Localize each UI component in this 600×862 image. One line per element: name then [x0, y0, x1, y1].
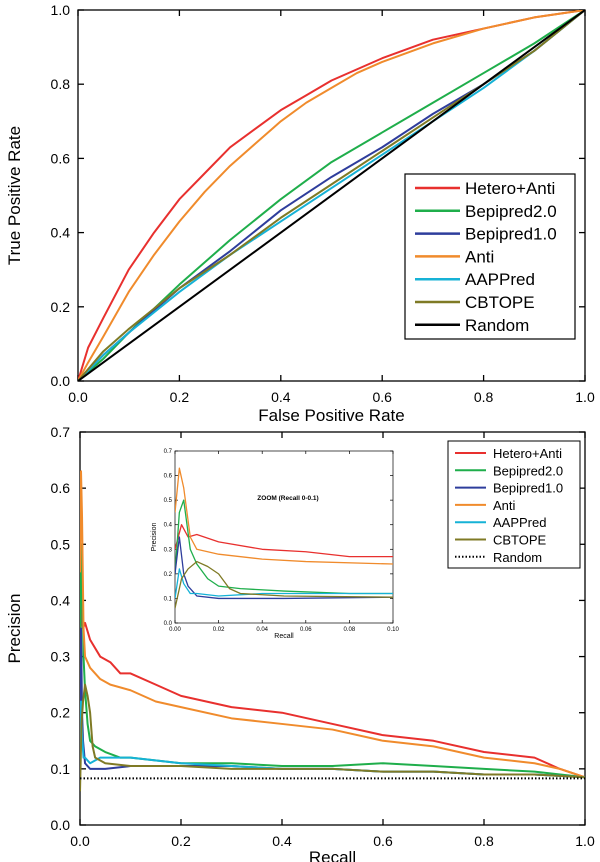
inset-y-tick-label: 0.4	[164, 523, 173, 529]
pr-legend-label: CBTOPE	[493, 533, 547, 548]
inset-y-tick-label: 0.1	[164, 596, 173, 602]
pr-legend-label: Bepipred2.0	[493, 463, 563, 478]
roc-legend-label: AAPPred	[465, 270, 535, 289]
roc-x-tick-label: 0.4	[271, 389, 291, 405]
pr-inset-zoom-chart: 0.00 0.02 0.04 0.06 0.08 0.10 0.0 0.1 0.2 0.3 0.4 0…	[150, 449, 400, 640]
roc-chart: 0.0 0.2 0.4 0.6 0.8 1.0 0.0 0.2 0.4 0.6 0.8 1.0 Fals…	[5, 2, 595, 425]
roc-y-tick-label: 0.6	[51, 150, 71, 166]
inset-series-group	[175, 467, 393, 609]
roc-series-group	[78, 10, 585, 381]
pr-y-tick-label: 0.5	[51, 536, 71, 552]
pr-inset-background	[150, 449, 400, 639]
inset-x-tick-label: 0.04	[256, 627, 268, 633]
inset-x-tick-label: 0.00	[169, 627, 181, 633]
pr-y-tick-label: 0.0	[51, 817, 71, 833]
pr-series-cbtope	[80, 683, 585, 792]
pr-series-hetero-anti	[80, 599, 585, 779]
inset-x-axis-label: Recall	[274, 633, 294, 640]
roc-series-aappred	[78, 10, 585, 381]
inset-x-tick-label: 0.06	[300, 627, 312, 633]
roc-x-axis-label: False Positive Rate	[258, 406, 404, 425]
pr-legend-label: Anti	[493, 498, 516, 513]
roc-y-tick-label: 0.0	[51, 373, 71, 389]
roc-series-random	[78, 10, 585, 381]
pr-y-tick-label: 0.7	[51, 424, 71, 440]
roc-y-tick-label: 1.0	[51, 2, 71, 18]
roc-y-tick-label: 0.4	[51, 225, 71, 241]
roc-series-anti	[78, 10, 585, 381]
roc-legend-label: Bepipred1.0	[465, 225, 557, 244]
roc-y-axis-label: True Positive Rate	[5, 126, 24, 265]
pr-legend-label: Bepipred1.0	[493, 481, 563, 496]
roc-plot-frame	[77, 9, 586, 382]
pr-series-group	[80, 470, 585, 792]
pr-x-tick-label: 0.0	[70, 833, 90, 849]
roc-x-tick-label: 0.2	[170, 389, 190, 405]
roc-legend-label: Random	[465, 316, 529, 335]
inset-series-aappred	[175, 568, 393, 599]
inset-y-tick-label: 0.6	[164, 474, 173, 480]
roc-x-tick-label: 0.6	[372, 389, 392, 405]
pr-y-tick-label: 0.6	[51, 480, 71, 496]
inset-y-tick-label: 0.5	[164, 498, 173, 504]
inset-y-tick-label: 0.2	[164, 572, 173, 578]
roc-series-hetero-anti	[78, 10, 585, 381]
pr-x-tick-label: 0.8	[474, 833, 494, 849]
inset-y-tick-label: 0.7	[164, 449, 173, 455]
inset-y-tick-label: 0.3	[164, 547, 173, 553]
roc-legend-label: CBTOPE	[465, 293, 535, 312]
pr-y-axis-label: Precision	[5, 594, 24, 664]
pr-legend-label: Hetero+Anti	[493, 446, 562, 461]
inset-y-axis-label: Precision	[151, 523, 158, 552]
inset-series-hetero-anti	[175, 524, 393, 558]
inset-x-tick-label: 0.08	[344, 627, 356, 633]
pr-legend-label: AAPPred	[493, 515, 546, 530]
pr-y-tick-label: 0.3	[51, 649, 71, 665]
pr-y-tick-label: 0.2	[51, 705, 71, 721]
roc-legend-label: Bepipred2.0	[465, 202, 557, 221]
inset-y-tick-label: 0.0	[164, 621, 173, 627]
roc-x-tick-label: 0.0	[68, 389, 88, 405]
pr-y-tick-label: 0.4	[51, 592, 71, 608]
inset-series-bepipred1-0	[175, 536, 393, 600]
inset-series-cbtope	[175, 560, 393, 609]
inset-series-anti	[175, 467, 393, 565]
pr-x-axis-label: Recall	[309, 848, 356, 862]
roc-y-tick-label: 0.2	[51, 299, 71, 315]
pr-series-anti	[80, 470, 585, 779]
inset-zoom-title: ZOOM (Recall 0-0.1)	[257, 495, 318, 502]
roc-x-tick-label: 1.0	[575, 389, 595, 405]
precision-recall-chart: 0.0 0.2 0.4 0.6 0.8 1.00.00.10.20.30.40.50.60…	[5, 424, 595, 862]
pr-x-tick-label: 1.0	[575, 833, 595, 849]
roc-x-tick-label: 0.8	[474, 389, 494, 405]
inset-plot-frame	[174, 450, 394, 624]
pr-legend-label: Random	[493, 550, 542, 565]
pr-x-tick-label: 0.6	[373, 833, 393, 849]
roc-y-tick-label: 0.8	[51, 76, 71, 92]
roc-legend-label: Anti	[465, 247, 494, 266]
pr-x-tick-label: 0.4	[272, 833, 292, 849]
pr-x-tick-label: 0.2	[171, 833, 191, 849]
inset-series-bepipred2-0	[175, 499, 393, 595]
inset-x-tick-label: 0.02	[213, 627, 225, 633]
pr-y-tick-label: 0.1	[51, 761, 71, 777]
inset-x-tick-label: 0.10	[387, 627, 399, 633]
roc-legend-label: Hetero+Anti	[465, 179, 555, 198]
